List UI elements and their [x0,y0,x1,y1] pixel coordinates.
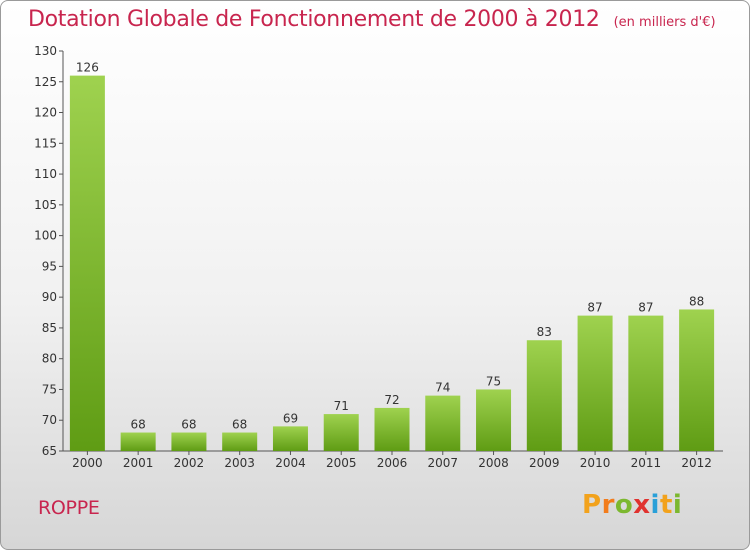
x-category-label: 2000 [72,456,103,470]
x-category-label: 2003 [224,456,255,470]
y-tick-label: 90 [42,290,57,304]
bar-value-label: 87 [638,301,653,315]
y-tick-label: 125 [34,75,57,89]
commune-name: ROPPE [38,497,100,519]
bar-value-label: 88 [689,294,704,308]
y-tick-label: 75 [42,382,57,396]
y-tick-label: 120 [34,106,57,120]
chart-title: Dotation Globale de Fonctionnement de 20… [28,7,716,32]
x-category-label: 2008 [478,456,509,470]
x-category-label: 2004 [275,456,306,470]
logo-letter: t [659,490,673,520]
bar-value-label: 68 [131,418,146,432]
bar-value-label: 71 [334,399,349,413]
bar[interactable] [577,315,613,451]
logo-letter: x [633,490,651,520]
x-category-label: 2007 [427,456,458,470]
y-tick-label: 100 [34,229,57,243]
y-tick-label: 85 [42,321,57,335]
bar[interactable] [120,432,156,451]
y-tick-label: 95 [42,259,57,273]
x-category-label: 2011 [631,456,662,470]
x-category-label: 2009 [529,456,560,470]
bar-value-label: 68 [181,418,196,432]
y-tick-label: 80 [42,352,57,366]
chart-title-text: Dotation Globale de Fonctionnement de 20… [28,7,600,32]
bar[interactable] [222,432,258,451]
bar-value-label: 69 [283,411,298,425]
logo-letter: i [672,490,683,520]
logo-letter: i [650,490,660,520]
logo-letter: o [614,490,634,520]
bar[interactable] [323,414,359,451]
x-category-label: 2010 [580,456,611,470]
logo-letter: P [582,490,602,520]
y-tick-label: 130 [34,44,57,58]
bar-value-label: 87 [587,301,602,315]
bar-value-label: 74 [435,381,450,395]
bar[interactable] [171,432,207,451]
bar[interactable] [374,407,410,451]
y-tick-label: 65 [42,444,57,458]
y-tick-label: 70 [42,413,57,427]
bar-value-label: 68 [232,418,247,432]
bar[interactable] [425,395,461,451]
proxiti-logo[interactable]: Proxiti [582,490,682,520]
bars [69,75,715,451]
x-category-label: 2005 [326,456,357,470]
bar[interactable] [526,340,562,451]
bar-value-label: 75 [486,374,501,388]
y-tick-label: 105 [34,198,57,212]
bar[interactable] [69,75,105,451]
x-category-label: 2001 [123,456,154,470]
bar-value-label: 126 [76,61,99,75]
bar[interactable] [628,315,664,451]
y-tick-label: 110 [34,167,57,181]
bar[interactable] [272,426,308,451]
axes: 65 70 75 80 85 90 95 100 105 110 115 120 125 130 [34,44,723,458]
chart-unit: (en milliers d'€) [613,15,716,30]
bar[interactable] [476,389,512,451]
labels: 126 2000 68 2001 68 2002 68 2003 69 2004 71 2005 72 2… [72,61,712,470]
x-category-label: 2002 [174,456,205,470]
x-category-label: 2006 [377,456,408,470]
x-category-label: 2012 [681,456,712,470]
bar-value-label: 72 [384,393,399,407]
bar-value-label: 83 [537,325,552,339]
logo-letter: r [601,490,615,520]
y-tick-label: 115 [34,136,57,150]
bar[interactable] [679,309,715,451]
